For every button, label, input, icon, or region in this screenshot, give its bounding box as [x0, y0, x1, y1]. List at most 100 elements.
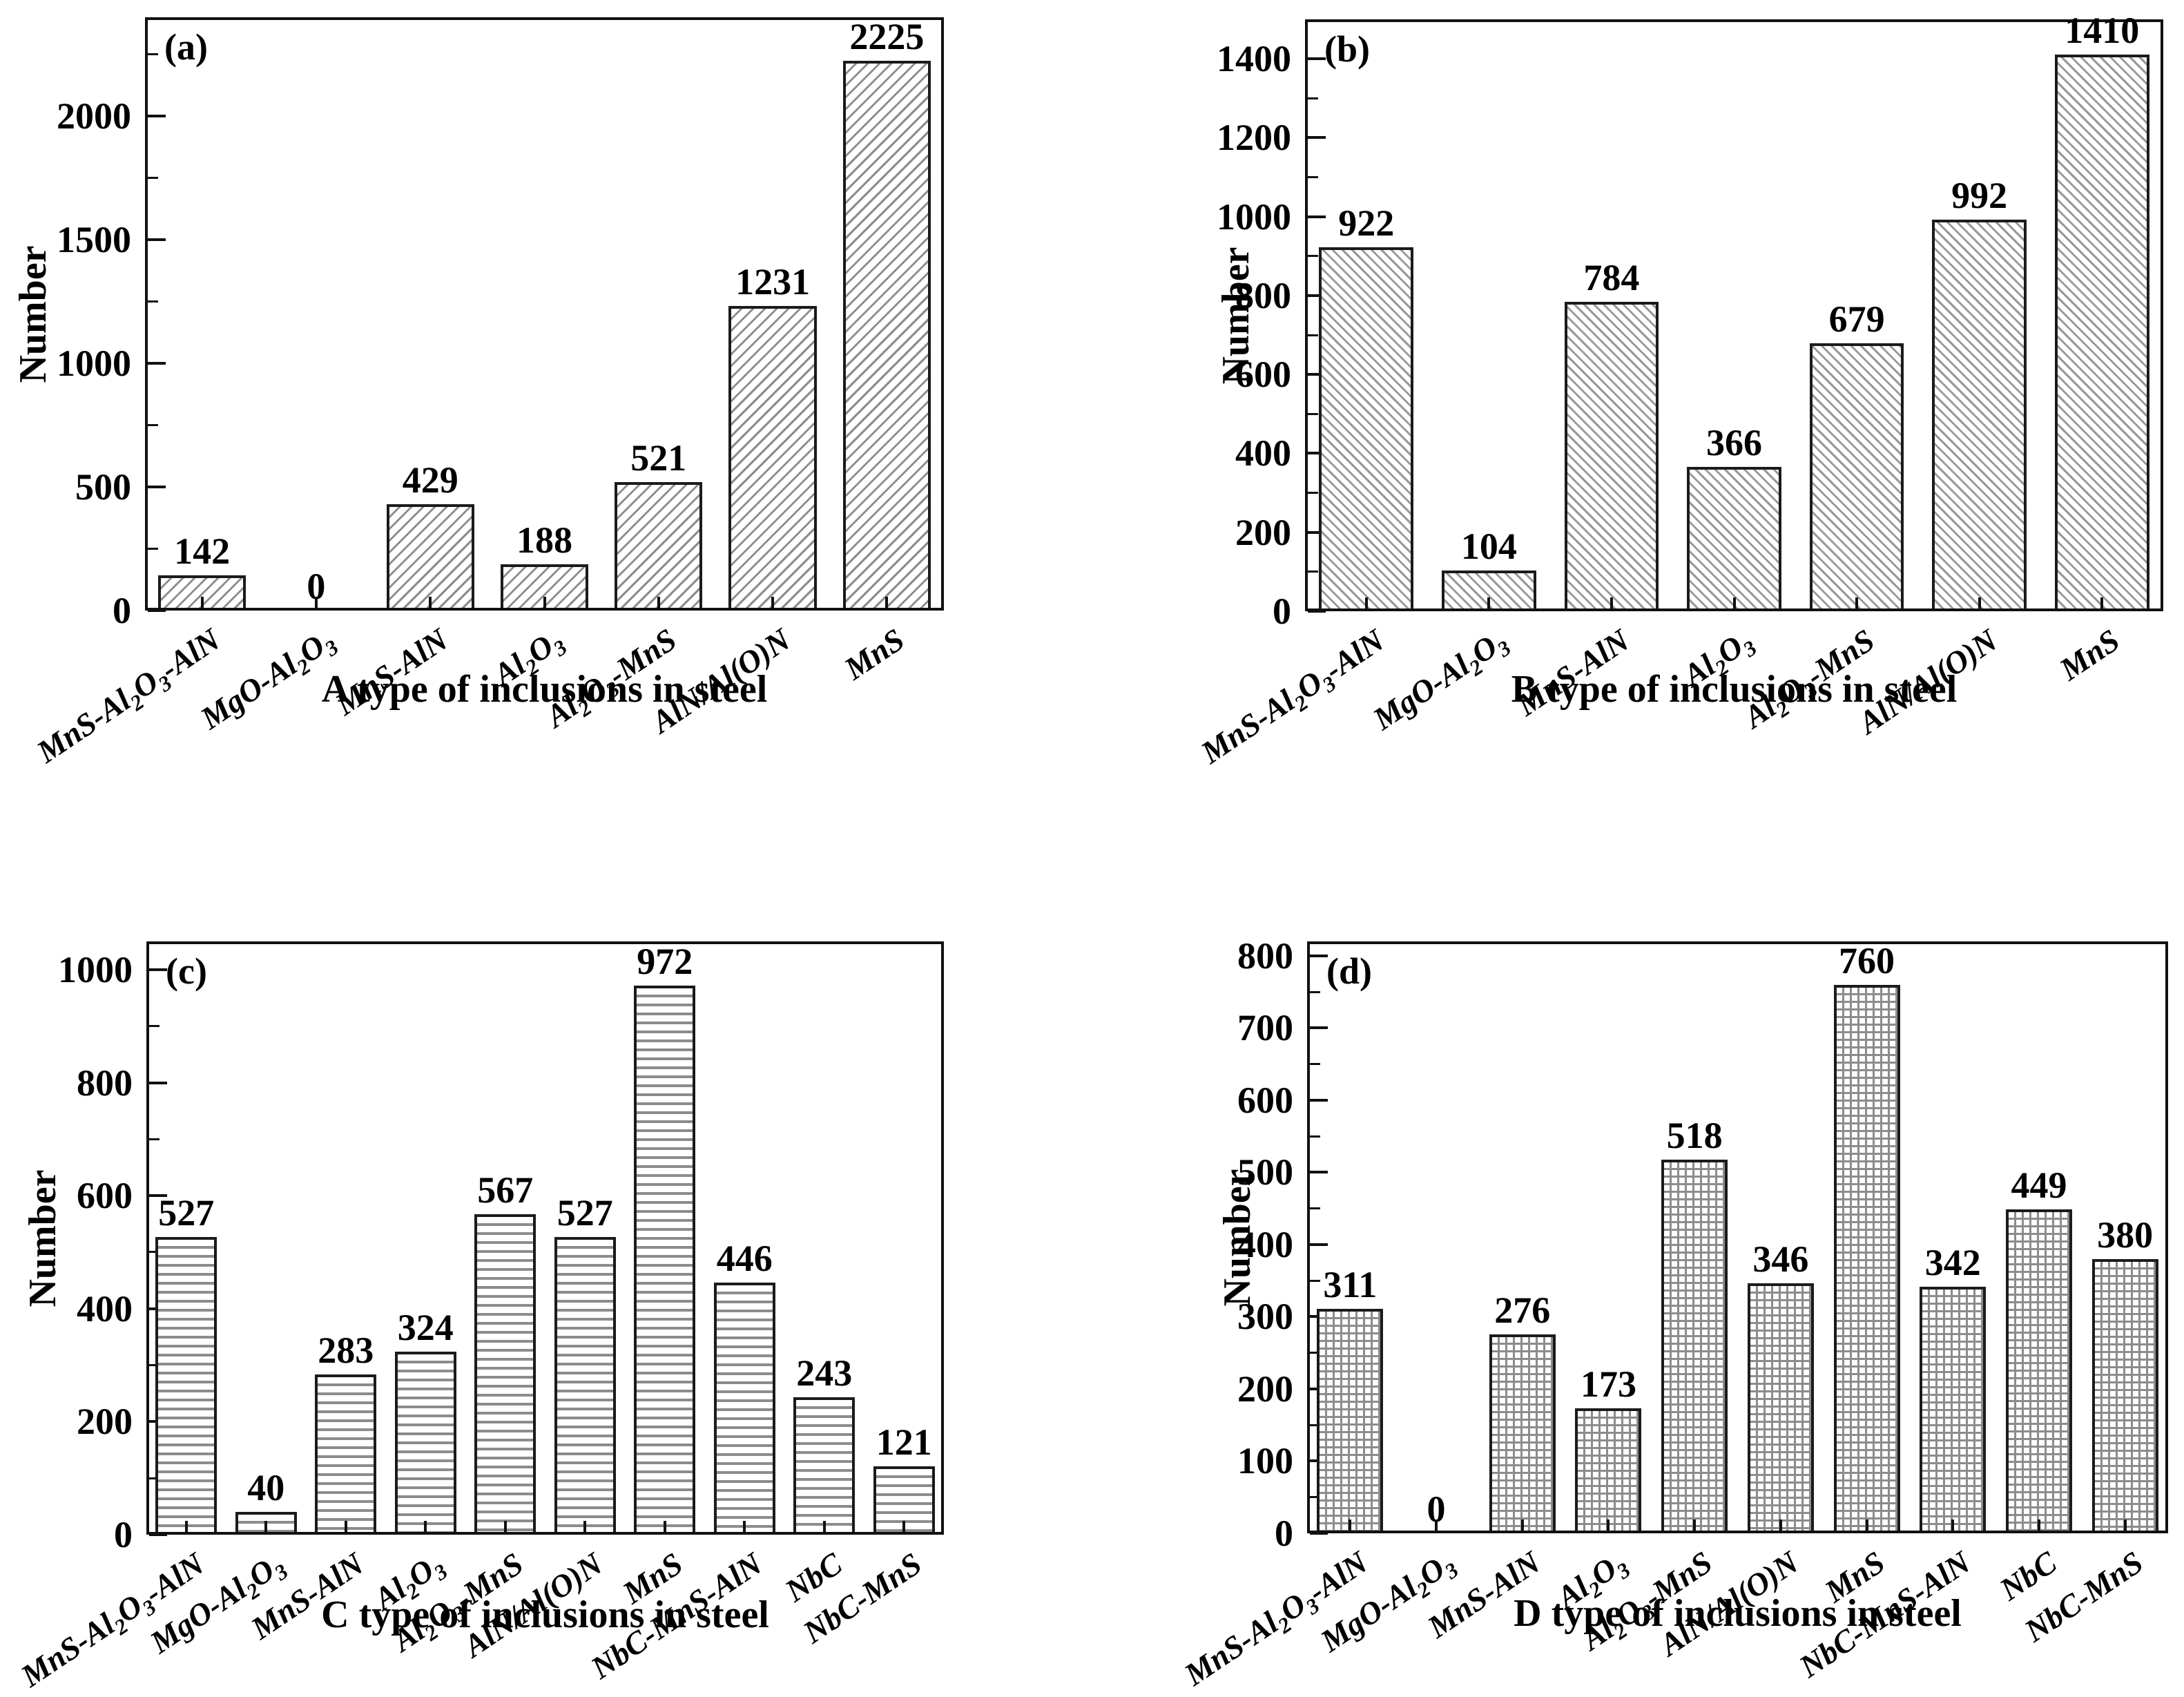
y-tick-label: 1000 [58, 948, 133, 990]
y-minor-tick [1308, 492, 1318, 495]
x-tick [314, 597, 318, 608]
bar-Al₂O₃ [1575, 1408, 1642, 1531]
y-minor-tick [148, 548, 158, 550]
bar-MnS-AlN [386, 504, 474, 608]
y-axis-title: Number [1215, 246, 1257, 385]
x-tick [1607, 1519, 1610, 1531]
y-tick-label: 200 [1235, 511, 1291, 553]
x-tick [1779, 1519, 1782, 1531]
x-tick [1978, 597, 1981, 608]
y-major-tick [148, 238, 166, 242]
y-tick-label: 1000 [1217, 195, 1291, 238]
x-axis-title: A type of inclusions in steel [321, 668, 768, 711]
bar-value-label: 380 [2097, 1214, 2154, 1256]
y-minor-tick [1308, 97, 1318, 99]
y-minor-tick [1310, 1352, 1320, 1354]
y-tick-label: 400 [77, 1287, 133, 1330]
y-tick-label: 400 [1235, 432, 1291, 474]
y-major-tick [1308, 57, 1326, 61]
bar-value-label: 346 [1752, 1238, 1809, 1281]
bar-MnS-Al₂O₃-AlN [1319, 247, 1414, 608]
y-major-tick [1310, 1171, 1328, 1174]
y-tick-label: 300 [1237, 1296, 1293, 1338]
y-tick-label: 600 [1237, 1079, 1293, 1121]
bar-NbC [793, 1397, 856, 1532]
bar-value-label: 518 [1666, 1114, 1723, 1156]
x-axis-title: D type of inclusions in steel [1514, 1592, 1962, 1635]
x-tick [344, 1521, 347, 1532]
y-tick-label: 500 [75, 466, 131, 508]
bar-value-label: 173 [1580, 1363, 1636, 1406]
x-tick [2100, 597, 2104, 608]
x-tick [1855, 597, 1859, 608]
bar-value-label: 324 [397, 1306, 454, 1348]
y-major-tick [148, 115, 166, 118]
x-tick [822, 1521, 826, 1532]
x-tick [1520, 1519, 1524, 1531]
y-tick-label: 200 [77, 1401, 133, 1443]
bar-MnS [1833, 984, 1900, 1531]
y-tick-label: 800 [77, 1062, 133, 1104]
x-tick [1487, 597, 1491, 608]
y-minor-tick [149, 1251, 160, 1254]
y-tick-label: 600 [1235, 354, 1291, 396]
bar-Al₂O₃ [1687, 466, 1781, 608]
bar-MnS-AlN [1564, 302, 1659, 608]
y-tick-label: 0 [1275, 1513, 1293, 1554]
y-tick-label: 800 [1235, 274, 1291, 316]
x-tick [2123, 1519, 2127, 1531]
y-major-tick [149, 968, 167, 971]
y-tick-label: 0 [114, 1514, 133, 1555]
y-tick-label: 0 [113, 590, 131, 631]
bar-AlN/Al(O)N [728, 306, 817, 608]
x-tick [657, 597, 660, 608]
y-major-tick [1310, 1098, 1328, 1102]
y-minor-tick [148, 300, 158, 303]
y-minor-tick [1308, 255, 1318, 258]
bar-value-label: 40 [247, 1467, 285, 1509]
bar-value-label: 342 [1924, 1241, 1981, 1283]
x-tick [1435, 1519, 1438, 1531]
bar-NbC [2005, 1209, 2072, 1531]
y-minor-tick [1310, 1207, 1320, 1210]
x-tick [743, 1521, 746, 1532]
y-minor-tick [148, 177, 158, 180]
y-minor-tick [1308, 334, 1318, 336]
x-tick [1951, 1519, 1955, 1531]
x-category-label: MnS-Al2O3-AlN [1178, 1544, 1374, 1693]
bar-value-label: 104 [1460, 525, 1517, 567]
bar-MnS-AlN [315, 1374, 377, 1532]
y-axis-title: Number [1216, 1168, 1259, 1307]
y-tick-label: 0 [1273, 591, 1291, 632]
bar-value-label: 366 [1706, 421, 1762, 463]
panel-letter: (d) [1326, 950, 1372, 992]
y-major-tick [1308, 452, 1326, 455]
x-tick [264, 1521, 268, 1532]
y-minor-tick [1308, 412, 1318, 415]
x-axis-title: B type of inclusions in steel [1511, 668, 1958, 711]
x-tick [663, 1521, 666, 1532]
x-tick [902, 1521, 906, 1532]
bar-value-label: 527 [158, 1191, 215, 1234]
bar-MnS-AlN [1489, 1334, 1556, 1531]
x-tick [543, 597, 546, 608]
bar-value-label: 311 [1323, 1263, 1378, 1305]
y-tick-label: 200 [1237, 1368, 1293, 1410]
bar-value-label: 679 [1828, 298, 1885, 341]
y-minor-tick [148, 424, 158, 427]
bar-AlN/Al(O)N [1747, 1283, 1814, 1531]
bar-value-label: 142 [174, 530, 231, 573]
y-minor-tick [1310, 1063, 1320, 1066]
y-minor-tick [149, 1025, 160, 1028]
x-tick [885, 597, 889, 608]
y-axis-title: Number [12, 245, 55, 383]
x-tick [1610, 597, 1613, 608]
bar-NbC-MnS-AlN [713, 1283, 775, 1532]
bar-value-label: 760 [1839, 939, 1895, 981]
bar-Al₂O₃-MnS [474, 1214, 537, 1532]
x-tick [429, 597, 432, 608]
bar-value-label: 992 [1951, 175, 2008, 217]
y-tick-label: 1200 [1217, 117, 1291, 159]
bar-value-label: 972 [637, 940, 693, 982]
bar-value-label: 784 [1583, 257, 1640, 299]
